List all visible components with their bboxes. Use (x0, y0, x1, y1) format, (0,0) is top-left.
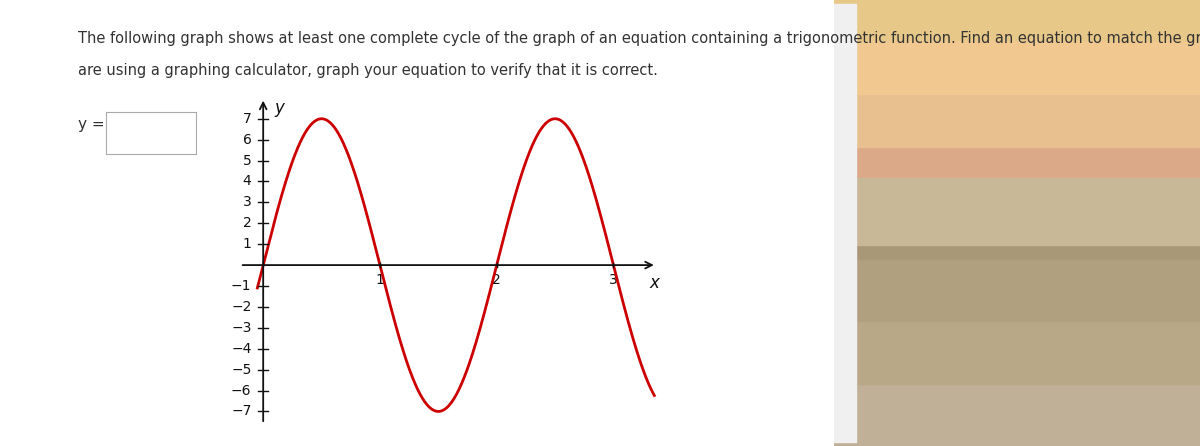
Text: 6: 6 (242, 132, 252, 147)
Bar (834, 196, 1200, 259)
Bar (834, 0, 1200, 40)
Text: −1: −1 (232, 279, 252, 293)
Text: x: x (649, 274, 659, 293)
Text: 1: 1 (242, 237, 252, 251)
Text: 2: 2 (242, 216, 252, 230)
Bar (834, 143, 1200, 201)
Text: −3: −3 (232, 321, 252, 335)
Text: 3: 3 (242, 195, 252, 209)
Text: −4: −4 (232, 342, 252, 356)
Text: −2: −2 (232, 300, 252, 314)
Bar (834, 89, 1200, 147)
Text: y: y (275, 99, 284, 117)
Text: 5: 5 (242, 153, 252, 168)
Text: are using a graphing calculator, graph your equation to verify that it is correc: are using a graphing calculator, graph y… (78, 63, 658, 78)
Bar (834, 178, 1200, 245)
Text: The following graph shows at least one complete cycle of the graph of an equatio: The following graph shows at least one c… (78, 31, 1200, 46)
Text: 3: 3 (610, 273, 618, 288)
Bar (827, 4, 856, 442)
Text: 2: 2 (492, 273, 502, 288)
Bar (834, 259, 1200, 321)
Text: 7: 7 (242, 112, 252, 126)
Text: −5: −5 (232, 363, 252, 376)
Text: y =: y = (78, 117, 104, 132)
Text: 1: 1 (376, 273, 384, 288)
Bar (834, 36, 1200, 94)
Bar (834, 384, 1200, 446)
Text: −7: −7 (232, 405, 252, 418)
Text: 4: 4 (242, 174, 252, 189)
Bar (834, 321, 1200, 384)
Text: −6: −6 (232, 384, 252, 397)
